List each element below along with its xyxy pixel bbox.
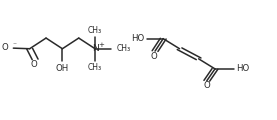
Text: O: O [203,81,210,90]
Text: CH₃: CH₃ [88,63,102,72]
Text: CH₃: CH₃ [88,26,102,35]
Text: O: O [2,43,8,52]
Text: O: O [30,60,37,69]
Text: HO: HO [236,64,250,73]
Text: HO: HO [131,34,145,43]
Text: CH₃: CH₃ [116,44,130,53]
Text: OH: OH [56,64,69,73]
Text: +: + [98,42,104,48]
Text: ⁻: ⁻ [13,40,17,49]
Text: N: N [92,44,98,53]
Text: O: O [150,52,157,61]
